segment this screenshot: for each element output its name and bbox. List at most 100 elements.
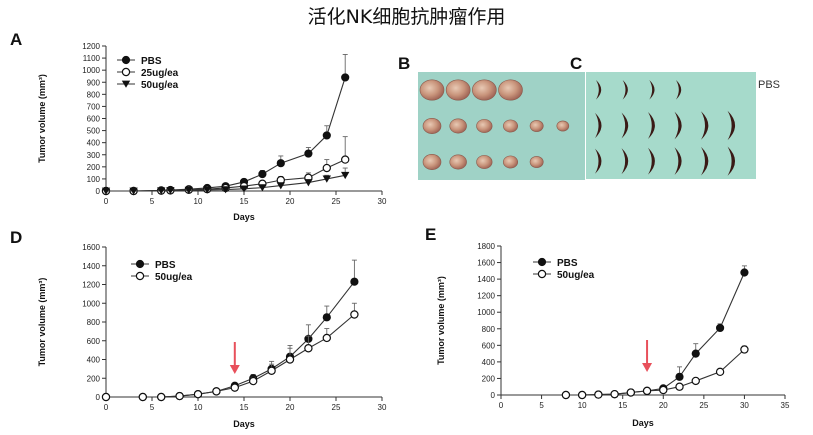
data-point bbox=[285, 355, 295, 364]
tumor-specimen bbox=[727, 146, 736, 176]
tumor-specimen bbox=[649, 80, 655, 100]
tumor-specimen bbox=[674, 147, 682, 176]
x-tick-label: 5 bbox=[150, 197, 155, 206]
y-tick-label: 0 bbox=[491, 391, 496, 400]
data-point bbox=[594, 390, 603, 399]
tumor-specimen bbox=[727, 110, 736, 141]
data-point bbox=[740, 268, 749, 277]
x-tick-label: 25 bbox=[699, 401, 708, 410]
x-tick-label: 10 bbox=[194, 403, 203, 412]
tumor-specimen bbox=[595, 112, 602, 139]
y-tick-label: 400 bbox=[87, 139, 101, 148]
x-tick-label: 30 bbox=[378, 403, 387, 412]
data-point bbox=[691, 376, 700, 386]
data-point bbox=[138, 392, 147, 402]
data-point bbox=[341, 73, 350, 82]
tumor-specimen bbox=[596, 80, 602, 100]
series-50ug-ea bbox=[101, 167, 350, 195]
tumor-specimen bbox=[449, 154, 467, 170]
data-point bbox=[626, 388, 636, 397]
y-tick-label: 100 bbox=[87, 175, 101, 184]
tumor-specimen bbox=[648, 112, 655, 139]
data-point bbox=[157, 187, 166, 195]
legend-marker bbox=[121, 55, 131, 65]
panel-letter: D bbox=[10, 228, 22, 247]
data-point bbox=[276, 159, 285, 168]
data-point bbox=[129, 187, 138, 195]
photo-background bbox=[586, 72, 756, 179]
x-tick-label: 0 bbox=[499, 401, 504, 410]
y-tick-label: 600 bbox=[482, 341, 496, 350]
x-tick-label: 10 bbox=[578, 401, 587, 410]
x-tick-label: 30 bbox=[740, 401, 749, 410]
data-point bbox=[675, 382, 684, 391]
y-tick-label: 0 bbox=[96, 187, 101, 196]
tumor-specimen bbox=[622, 80, 628, 100]
y-tick-label: 1000 bbox=[477, 308, 495, 317]
y-tick-label: 1200 bbox=[82, 42, 100, 51]
legend-marker bbox=[537, 257, 547, 267]
y-tick-label: 800 bbox=[482, 325, 496, 334]
tumor-specimen bbox=[529, 120, 544, 132]
data-point bbox=[740, 345, 749, 354]
x-axis-label: Days bbox=[233, 419, 255, 429]
y-tick-label: 800 bbox=[87, 318, 101, 327]
x-tick-label: 0 bbox=[104, 403, 109, 412]
tumor-specimen bbox=[529, 156, 544, 168]
y-tick-label: 1400 bbox=[477, 275, 495, 284]
data-point bbox=[715, 367, 725, 377]
legend-marker bbox=[121, 67, 131, 77]
tumor-specimen bbox=[621, 148, 629, 175]
x-tick-label: 20 bbox=[286, 197, 295, 206]
y-tick-label: 700 bbox=[87, 102, 101, 111]
data-point bbox=[304, 179, 313, 187]
legend-label: 50ug/ea bbox=[155, 272, 193, 283]
photo-panel-b: B bbox=[398, 54, 585, 180]
y-tick-label: 600 bbox=[87, 115, 101, 124]
panel-letter: C bbox=[570, 54, 582, 73]
data-point bbox=[276, 182, 285, 190]
y-tick-label: 1200 bbox=[477, 292, 495, 301]
tumor-specimen bbox=[472, 79, 497, 101]
data-point bbox=[322, 313, 331, 322]
legend-label: PBS bbox=[155, 260, 176, 271]
page-title: 活化NK细胞抗肿瘤作用 bbox=[307, 6, 506, 28]
tumor-specimen bbox=[502, 119, 518, 133]
data-point bbox=[691, 349, 700, 358]
series-pbs bbox=[101, 54, 350, 196]
y-axis-label: Tumor volume (mm³) bbox=[436, 276, 446, 365]
legend-label: PBS bbox=[141, 56, 162, 67]
tumor-specimen bbox=[502, 155, 518, 169]
data-point bbox=[341, 171, 350, 180]
data-point bbox=[304, 149, 313, 158]
legend-marker bbox=[135, 271, 145, 281]
series-line bbox=[565, 272, 745, 396]
data-point bbox=[239, 185, 249, 193]
x-tick-label: 15 bbox=[240, 197, 249, 206]
data-point bbox=[659, 385, 668, 395]
tumor-specimen bbox=[422, 118, 442, 134]
x-tick-label: 5 bbox=[150, 403, 155, 412]
legend-marker bbox=[135, 259, 145, 269]
data-point bbox=[715, 323, 725, 333]
y-tick-label: 1000 bbox=[82, 66, 100, 75]
chart-panel-d: D 0 5 10 15 20 25 30 0 200 400 600 800 1000 1200 1400 16… bbox=[10, 228, 387, 429]
treatment-arrowhead bbox=[229, 365, 240, 374]
y-tick-label: 0 bbox=[96, 393, 101, 402]
series-25ug-ea bbox=[101, 136, 350, 196]
data-point bbox=[258, 184, 267, 192]
data-point bbox=[577, 390, 587, 400]
x-tick-label: 0 bbox=[104, 197, 109, 206]
legend-label: 50ug/ea bbox=[557, 270, 595, 281]
treatment-arrowhead bbox=[642, 363, 653, 372]
data-point bbox=[322, 175, 331, 183]
tumor-specimen bbox=[648, 147, 655, 175]
data-point bbox=[561, 390, 571, 400]
data-point bbox=[221, 186, 230, 194]
x-tick-label: 20 bbox=[286, 403, 295, 412]
y-axis-label: Tumor volume (mm³) bbox=[37, 74, 47, 163]
x-tick-label: 30 bbox=[378, 197, 387, 206]
series-line bbox=[106, 281, 355, 398]
tumor-specimen bbox=[476, 155, 493, 169]
